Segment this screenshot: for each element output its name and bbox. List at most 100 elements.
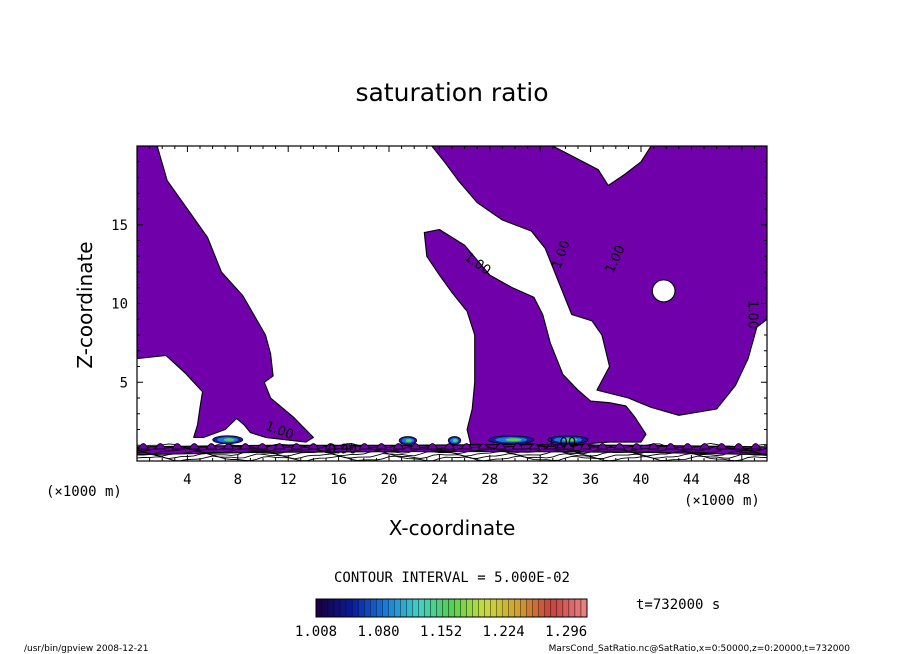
surface-bump [460, 443, 473, 450]
colorbar-cell [345, 598, 353, 618]
colorbar-cell [418, 598, 425, 618]
field-hole-1 [651, 279, 676, 303]
colorbar-cell [382, 598, 389, 618]
surface-bump [341, 443, 354, 450]
surface-bump [375, 443, 388, 450]
colorbar-cell [388, 598, 395, 618]
colorbar-cell [400, 598, 407, 618]
surface-bump [647, 443, 660, 450]
colorbar-cell [351, 598, 359, 618]
x-tick-label: 8 [234, 472, 242, 488]
colorbar-cell [436, 598, 443, 618]
x-tick-label: 4 [183, 472, 191, 488]
contour-interval: CONTOUR INTERVAL = 5.000E-02 [334, 570, 570, 586]
hotspot-core [562, 438, 577, 442]
surface-bump [664, 443, 677, 450]
colorbar-cell [412, 598, 419, 618]
surface-bump [239, 443, 251, 450]
surface-bump [154, 443, 166, 450]
surface-bump [188, 443, 200, 450]
surface-bump [426, 443, 439, 450]
surface-bump [630, 443, 643, 450]
x-unit-right: (×1000 m) [684, 493, 760, 509]
colorbar-frame [315, 598, 588, 618]
colorbar-cell [321, 598, 329, 618]
contour-label: 1.00 [547, 436, 576, 451]
contour-label: 0.90 [328, 442, 357, 457]
colorbar-cell [424, 598, 431, 618]
surface-bump [307, 443, 320, 450]
saturation-field [137, 146, 767, 456]
colorbar-cell [502, 598, 509, 618]
surface-bump [494, 443, 507, 450]
field-region-3 [431, 146, 767, 416]
colorbar-tick-label: 1.008 [295, 624, 337, 640]
colorbar-cell [574, 598, 582, 618]
surface-contours [137, 442, 767, 461]
surface-bump [750, 443, 762, 450]
y-tick-label: 5 [120, 375, 128, 391]
surface-bump [256, 443, 268, 450]
colorbar-ticks: 1.008 1.080 1.152 1.224 1.296 [295, 624, 587, 640]
x-tick-label: 44 [683, 472, 700, 488]
surface-bump [596, 443, 609, 450]
colorbar-cell [357, 598, 365, 618]
x-tick-label: 24 [431, 472, 448, 488]
x-tick-label: 16 [330, 472, 347, 488]
plot-area: 1.00 1.00 1.001.001.000.90 1.00 [137, 146, 767, 461]
colorbar-cell [514, 598, 521, 618]
colorbar-cell [508, 598, 515, 618]
x-unit-left: (×1000 m) [46, 484, 122, 500]
footer-right: MarsCond_SatRatio.nc@SatRatio,x=0:50000,… [549, 644, 851, 654]
colorbar-tick-label: 1.152 [420, 624, 462, 640]
surface-bump [613, 443, 626, 450]
field-region-1 [137, 146, 314, 443]
surface-bump [392, 443, 405, 450]
surface-bump [409, 443, 422, 450]
colorbar-cell [490, 598, 497, 618]
x-tick-label: 32 [532, 472, 549, 488]
surface-bump [528, 443, 541, 450]
surface-bump [716, 443, 728, 450]
colorbar-cell [472, 598, 479, 618]
hotspot-core [405, 438, 412, 443]
x-tick-label: 48 [733, 472, 750, 488]
colorbar-cell [568, 598, 576, 618]
colorbar-cell [550, 598, 558, 618]
colorbar-cell [376, 598, 383, 618]
surface-bump [545, 443, 558, 450]
surface-bump [324, 443, 337, 450]
x-tick-label: 40 [633, 472, 650, 488]
colorbar-cell [538, 598, 546, 618]
field-holes [651, 279, 676, 303]
surface-contour-2 [137, 453, 767, 460]
colorbar-cell [496, 598, 503, 618]
colorbar-tick-label: 1.296 [545, 624, 587, 640]
surface-bump [273, 443, 286, 450]
colorbar-cell [315, 598, 323, 618]
colorbar-cell [370, 598, 377, 618]
colorbar-tick-label: 1.080 [357, 624, 399, 640]
colorbar [315, 598, 588, 618]
surface-bump [290, 443, 303, 450]
colorbar-cell [394, 598, 401, 618]
colorbar-tick-label: 1.224 [483, 624, 525, 640]
colorbar-cell [454, 598, 461, 618]
hotspot-core [452, 438, 458, 443]
y-tick-label: 15 [111, 218, 128, 234]
surface-bump [699, 443, 711, 450]
y-tick-label: 10 [111, 297, 128, 313]
colorbar-cell [364, 598, 371, 618]
surface-bump [137, 443, 149, 450]
hotspot-core [505, 438, 522, 442]
colorbar-cell [562, 598, 570, 618]
surface-bump [205, 443, 217, 450]
contour-label: 1.00 [744, 300, 759, 329]
surface-bump [681, 443, 694, 450]
colorbar-cell [532, 598, 539, 618]
colorbar-cell [333, 598, 341, 618]
footer-left: /usr/bin/gpview 2008-12-21 [24, 644, 148, 654]
y-axis-label: Z-coordinate [73, 241, 97, 368]
colorbar-cell [520, 598, 527, 618]
surface-bump [171, 443, 183, 450]
